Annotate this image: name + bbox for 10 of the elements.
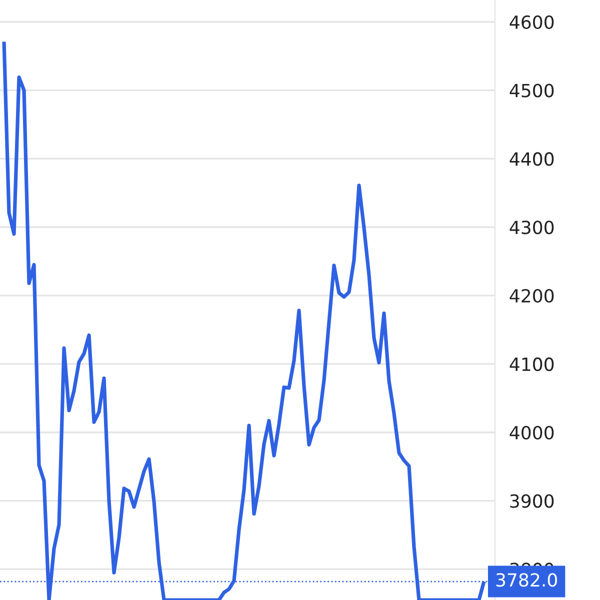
y-tick-label: 4300 xyxy=(510,220,554,234)
y-tick-label: 4500 xyxy=(510,84,554,98)
y-tick-label: 3900 xyxy=(510,494,554,508)
ref-line-label: 3782.0 xyxy=(496,573,557,587)
y-tick-label: 4400 xyxy=(510,152,554,166)
y-tick-label: 4200 xyxy=(510,289,554,303)
line-series xyxy=(2,40,486,600)
y-tick-label: 4000 xyxy=(510,426,554,440)
y-tick-label: 4600 xyxy=(510,15,554,30)
y-tick-label: 4100 xyxy=(510,357,554,372)
